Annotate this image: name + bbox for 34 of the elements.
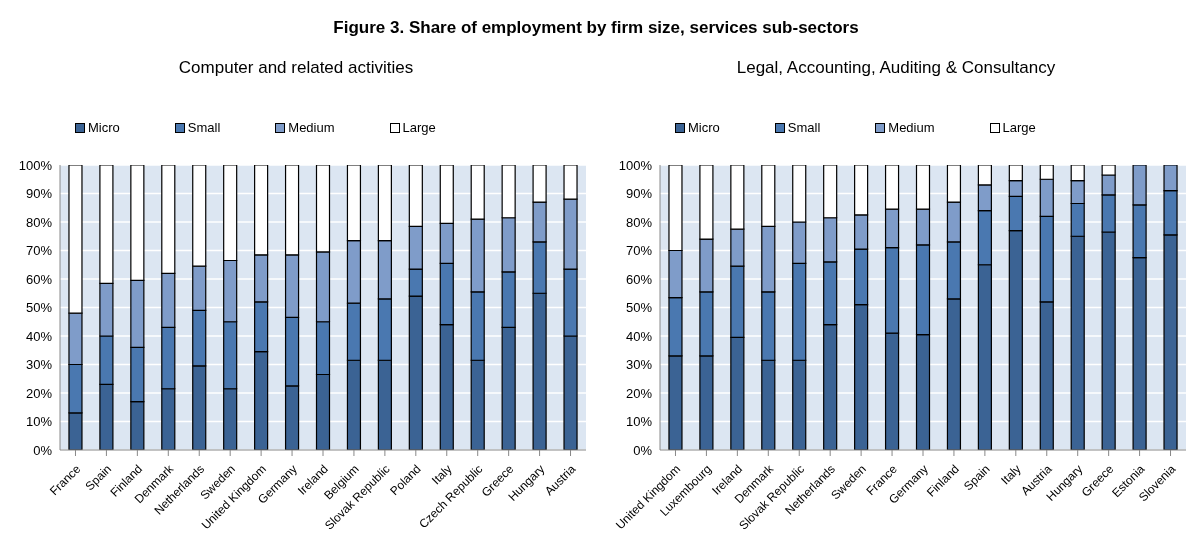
y-tick-label: 40% [25, 328, 53, 344]
x-tick-label: Italy [998, 461, 1024, 488]
y-tick-label: 70% [25, 243, 53, 259]
chart-subtitle: Computer and related activities [177, 58, 415, 78]
y-tick-label: 0% [33, 442, 53, 458]
y-tick-label: 70% [625, 243, 653, 259]
y-tick-label: 90% [25, 186, 53, 202]
legend-label: Small [187, 120, 221, 135]
y-tick-label: 50% [625, 300, 653, 316]
legend-label: Small [787, 120, 821, 135]
y-tick-label: 80% [25, 214, 53, 230]
y-tick-label: 10% [25, 414, 53, 430]
y-tick-label: 60% [625, 271, 653, 287]
legend-label: Medium [888, 120, 935, 135]
legend-label: Large [402, 120, 436, 135]
chart-title: Figure 3. Share of employment by firm size, services sub-sectors [332, 18, 860, 38]
chart-title: Legal, Accounting, Auditing & Consultancy [735, 58, 1057, 78]
legend-label: Micro [88, 120, 120, 135]
y-tick-label: 30% [25, 357, 53, 373]
y-tick-label: 30% [625, 357, 653, 373]
y-tick-label: 20% [625, 385, 653, 401]
y-tick-label: 100% [618, 157, 653, 173]
y-tick-label: 60% [25, 271, 53, 287]
y-tick-label: 80% [625, 214, 653, 230]
legend-label: Micro [688, 120, 720, 135]
y-tick-label: 100% [18, 157, 53, 173]
y-tick-label: 10% [625, 414, 653, 430]
y-tick-label: 20% [25, 385, 53, 401]
y-tick-label: 90% [625, 186, 653, 202]
y-tick-label: 50% [25, 300, 53, 316]
y-tick-label: 40% [625, 328, 653, 344]
legend-label: Large [1002, 120, 1036, 135]
y-tick-label: 0% [633, 442, 653, 458]
legend-label: Medium [288, 120, 335, 135]
